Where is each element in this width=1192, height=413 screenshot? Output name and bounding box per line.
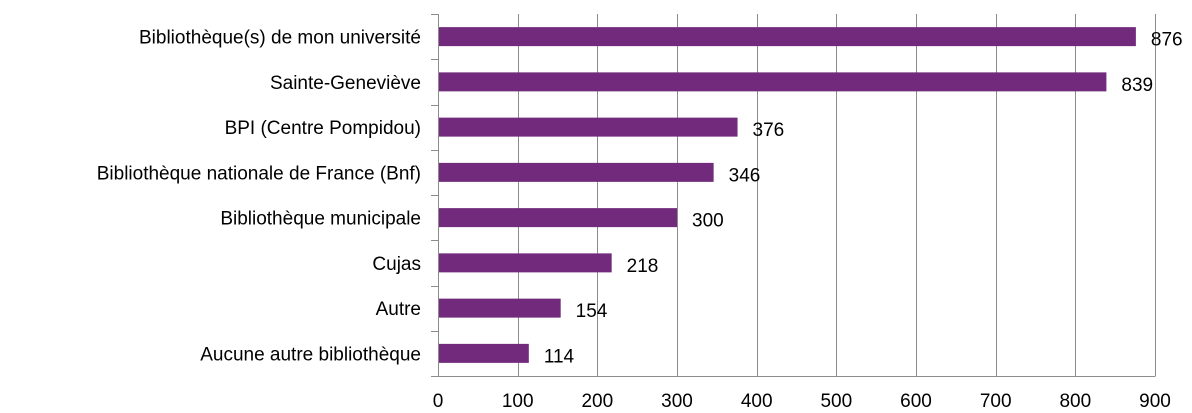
data-label: 346 (729, 165, 761, 186)
data-label: 154 (576, 301, 608, 322)
bar (439, 72, 1107, 92)
category-label: Bibliothèque nationale de France (Bnf) (97, 163, 421, 184)
bar (439, 343, 529, 363)
data-label: 876 (1151, 30, 1183, 51)
x-tick-label-600: 600 (900, 391, 932, 408)
bar (439, 298, 561, 318)
bar (439, 117, 738, 137)
bar (439, 162, 714, 182)
bar (439, 27, 1136, 47)
category-label: Cujas (372, 254, 421, 275)
data-label: 376 (753, 120, 785, 141)
category-label: BPI (Centre Pompidou) (225, 118, 421, 139)
x-tick-label-400: 400 (741, 391, 773, 408)
x-tick-label-0: 0 (433, 391, 444, 408)
x-tick-label-700: 700 (980, 391, 1012, 408)
x-tick-label-800: 800 (1059, 391, 1091, 408)
category-label: Bibliothèque(s) de mon université (139, 28, 421, 49)
x-tick-label-900: 900 (1139, 391, 1171, 408)
category-label: Bibliothèque municipale (220, 209, 421, 230)
bar (439, 208, 677, 228)
category-label: Aucune autre bibliothèque (200, 344, 421, 365)
data-label: 839 (1121, 75, 1153, 96)
category-label: Sainte-Geneviève (270, 73, 421, 94)
data-label: 300 (692, 211, 724, 232)
category-label: Autre (376, 299, 421, 320)
x-tick-label-500: 500 (820, 391, 852, 408)
bar (439, 253, 612, 273)
data-label: 114 (544, 346, 575, 367)
data-label: 218 (627, 256, 659, 277)
x-tick-label-200: 200 (581, 391, 613, 408)
x-tick-label-300: 300 (661, 391, 693, 408)
x-tick-label-100: 100 (502, 391, 534, 408)
